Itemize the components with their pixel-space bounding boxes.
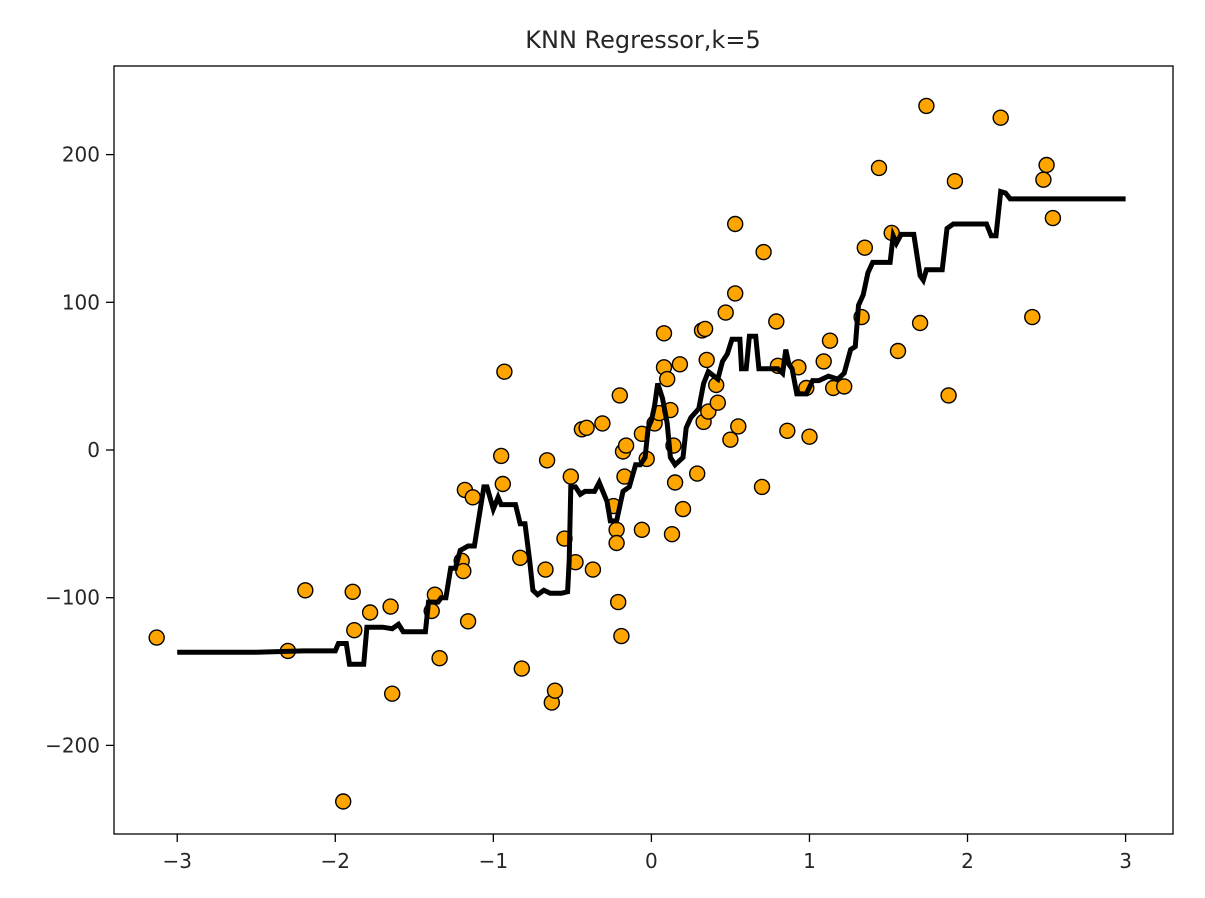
data-point [709, 394, 726, 411]
data-point [594, 415, 611, 432]
data-point [464, 489, 481, 506]
data-point [889, 342, 907, 360]
data-point [546, 682, 564, 699]
data-point [496, 363, 513, 380]
data-point [455, 562, 472, 580]
data-point [344, 583, 361, 600]
data-point [911, 314, 929, 332]
data-point [335, 793, 352, 810]
data-point [431, 650, 448, 667]
data-point [633, 521, 651, 538]
data-point [346, 622, 363, 639]
x-tick-label: 3 [1119, 849, 1132, 873]
data-point [722, 431, 739, 448]
data-point [663, 526, 681, 543]
plot-area [148, 97, 1126, 810]
data-point [821, 332, 839, 349]
x-tick-label: −3 [162, 849, 191, 873]
data-point [836, 378, 853, 395]
x-tick-label: 0 [645, 849, 658, 873]
data-point [946, 172, 964, 190]
data-point [384, 685, 401, 702]
data-point [815, 353, 832, 370]
data-point [617, 437, 635, 454]
data-point [513, 660, 530, 677]
data-point [856, 239, 873, 256]
data-point [613, 627, 630, 645]
data-point [698, 351, 715, 369]
y-tick-label: −200 [45, 733, 100, 757]
data-point [779, 422, 796, 439]
data-point [671, 356, 689, 373]
x-tick-label: −1 [479, 849, 508, 873]
data-point [753, 478, 771, 496]
data-point [297, 582, 314, 599]
data-point [1038, 156, 1055, 174]
data-point [755, 243, 772, 261]
y-tick-label: −100 [45, 586, 100, 610]
y-tick-label: 100 [62, 290, 100, 314]
data-point [512, 549, 529, 566]
data-point [1035, 171, 1052, 188]
chart-title: KNN Regressor,k=5 [525, 26, 760, 54]
data-point [666, 474, 684, 491]
data-point [148, 629, 165, 646]
data-point [578, 419, 595, 436]
data-point [940, 387, 957, 404]
data-point [768, 313, 785, 330]
y-tick-label: 200 [62, 143, 100, 167]
data-point [1024, 308, 1041, 326]
data-point [696, 320, 714, 338]
data-point [382, 598, 399, 615]
data-point [538, 452, 556, 469]
data-point [1044, 209, 1062, 227]
data-point [727, 215, 744, 233]
data-point [611, 387, 628, 404]
data-point [493, 447, 510, 465]
data-point [608, 534, 625, 552]
x-tick-label: −2 [321, 849, 350, 873]
data-point [730, 418, 747, 435]
data-point [659, 370, 676, 388]
x-tick-label: 2 [961, 849, 974, 873]
data-point [494, 475, 511, 493]
data-point [918, 97, 935, 115]
data-point [801, 428, 818, 445]
data-point [655, 325, 673, 342]
prediction-line [177, 188, 1126, 667]
data-point [610, 593, 627, 611]
data-point [459, 613, 477, 630]
data-point [584, 561, 602, 578]
axis-ticks: −3 −2 −1 0 1 2 3 −200 −100 0 100 200 [45, 143, 1132, 873]
y-tick-label: 0 [87, 438, 100, 462]
data-point [992, 109, 1009, 126]
data-point [689, 465, 706, 482]
x-tick-label: 1 [803, 849, 816, 873]
data-point [717, 304, 734, 321]
data-point [361, 604, 379, 621]
data-point [562, 468, 579, 485]
data-point [870, 159, 888, 177]
data-point [537, 561, 554, 578]
data-point [727, 285, 744, 302]
data-point [674, 500, 692, 518]
